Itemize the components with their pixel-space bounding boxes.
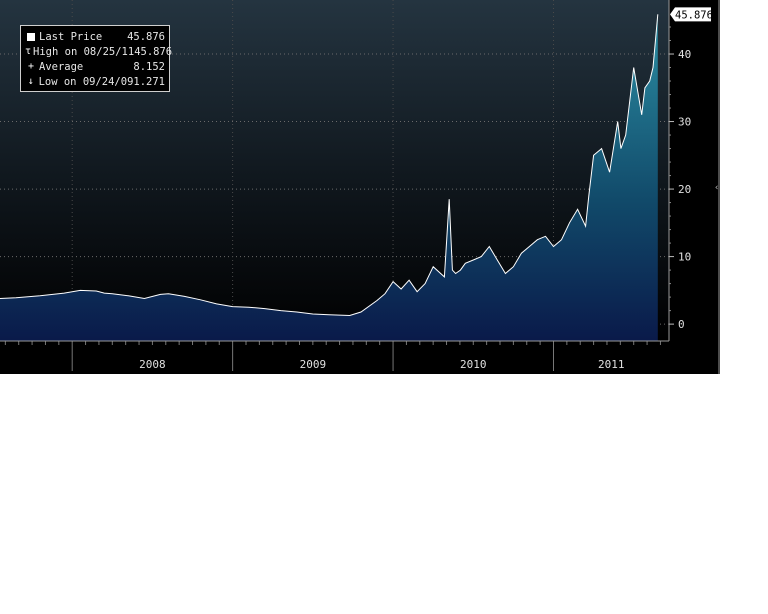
y-tick-label: 20 [678, 183, 691, 196]
y-tick-label: 30 [678, 116, 691, 129]
price-area [0, 14, 658, 342]
legend-row-low: ↓ Low on 09/24/09 1.271 [25, 74, 165, 89]
legend-value: 1.271 [133, 75, 165, 88]
scroll-handle-icon[interactable]: ‹ [714, 183, 719, 193]
price-line [0, 14, 659, 317]
square-icon [25, 32, 37, 41]
x-tick-label: 2010 [460, 358, 487, 371]
last-value-flag-bg [670, 7, 711, 22]
legend-value: 8.152 [133, 60, 165, 73]
x-tick-label: 2011 [598, 358, 625, 371]
legend-row-average: + Average 8.152 [25, 59, 165, 74]
legend-value: 45.876 [127, 30, 165, 43]
legend-value: 45.876 [134, 45, 173, 58]
legend-label: Last Price [39, 30, 103, 43]
legend-label: Low on 09/24/09 [38, 75, 134, 88]
y-tick-label: 0 [678, 318, 685, 331]
y-axis-band [669, 0, 720, 374]
x-tick-label: 2008 [139, 358, 166, 371]
y-tick-label: 10 [678, 251, 691, 264]
last-value-flag: 45.876 [670, 7, 713, 22]
x-tick-label: 2009 [300, 358, 327, 371]
legend-label: High on 08/25/11 [33, 45, 135, 58]
average-marker-icon: + [27, 61, 35, 72]
chart: 2008 2009 2010 2011 ‹ 0 10 20 30 40 45.876 Last… [0, 0, 720, 374]
legend-row-last-price: Last Price 45.876 [25, 29, 165, 44]
low-marker-icon: ↓ [27, 76, 34, 87]
x-axis-band [0, 341, 669, 374]
legend: Last Price 45.876 τ High on 08/25/11 45.… [20, 25, 172, 92]
legend-label: Average [39, 60, 84, 73]
y-tick-label: 40 [678, 48, 691, 61]
legend-row-high: τ High on 08/25/11 45.876 [25, 44, 172, 59]
last-value-label: 45.876 [675, 9, 713, 21]
high-marker-icon: τ [25, 46, 32, 57]
